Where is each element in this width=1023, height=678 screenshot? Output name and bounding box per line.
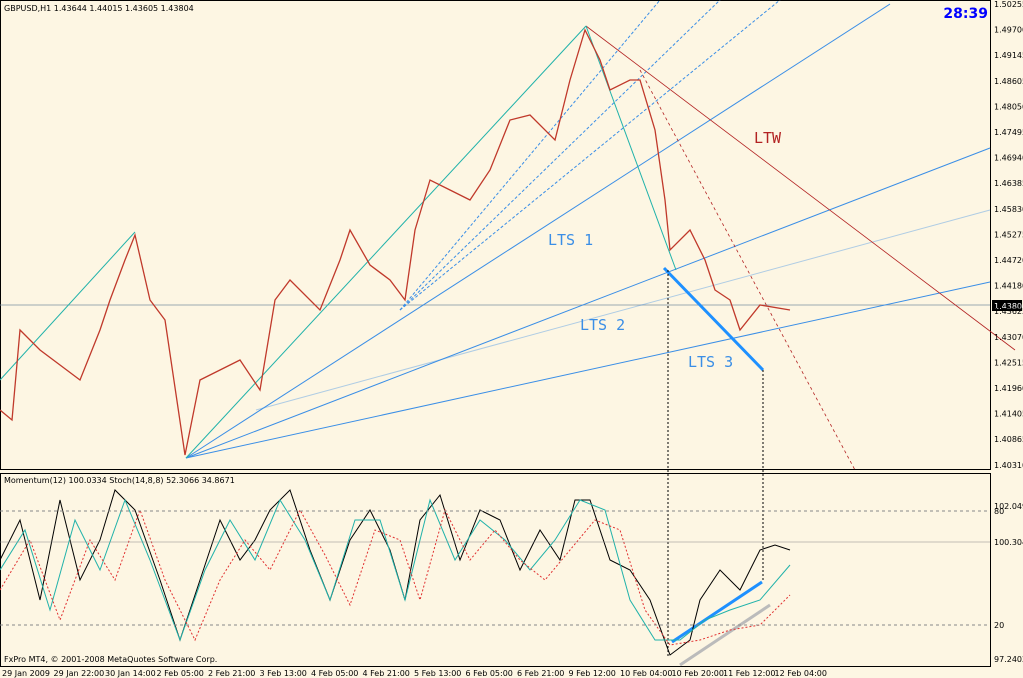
price-marker xyxy=(992,300,1022,311)
price-label: 1.46385 xyxy=(994,179,1023,188)
price-label: 1.42515 xyxy=(994,358,1023,367)
price-label: 1.46940 xyxy=(994,154,1023,163)
stoch-main xyxy=(0,498,791,642)
annotation: LTS 3 xyxy=(688,353,733,371)
time-label: 4 Feb 21:00 xyxy=(363,669,410,678)
price-label: 1.43625 xyxy=(994,307,1023,316)
annotation: LTW xyxy=(754,129,782,147)
time-label: 10 Feb 04:00 xyxy=(620,669,672,678)
price-label: 1.44720 xyxy=(994,256,1023,265)
time-label: 12 Feb 04:00 xyxy=(775,669,827,678)
price-label: 1.48050 xyxy=(994,102,1023,111)
price-line xyxy=(0,28,791,456)
time-label: 5 Feb 13:00 xyxy=(414,669,461,678)
annotation: LTS 1 xyxy=(548,231,593,249)
time-label: 2 Feb 21:00 xyxy=(208,669,255,678)
price-label: 1.40865 xyxy=(994,435,1023,444)
price-label: 1.48605 xyxy=(994,77,1023,86)
price-label: 1.40310 xyxy=(994,461,1023,470)
indicator-label: 80 xyxy=(994,507,1004,516)
time-label: 30 Jan 14:00 xyxy=(105,669,156,678)
price-label: 1.44180 xyxy=(994,282,1023,291)
indicator-pane xyxy=(0,473,991,667)
price-label: 1.41405 xyxy=(994,410,1023,419)
current-price: 1.43804 xyxy=(994,302,1023,311)
price-label: 1.47495 xyxy=(994,128,1023,137)
price-label: 1.49700 xyxy=(994,26,1023,35)
time-label: 11 Feb 12:00 xyxy=(723,669,775,678)
price-label: 1.41960 xyxy=(994,384,1023,393)
time-label: 10 Feb 20:00 xyxy=(672,669,724,678)
indicator-label: 102.0493 xyxy=(994,502,1023,511)
time-label: 2 Feb 05:00 xyxy=(157,669,204,678)
indicator-label: 100.3046 xyxy=(994,538,1023,547)
price-label: 1.43070 xyxy=(994,333,1023,342)
time-label: 6 Feb 21:00 xyxy=(517,669,564,678)
time-label: 4 Feb 05:00 xyxy=(311,669,358,678)
trendlines xyxy=(0,0,1016,667)
time-label: 6 Feb 05:00 xyxy=(466,669,513,678)
indicator-label: 20 xyxy=(994,621,1004,630)
time-label: 3 Feb 13:00 xyxy=(260,669,307,678)
price-label: 1.45830 xyxy=(994,205,1023,214)
time-label: 9 Feb 12:00 xyxy=(569,669,616,678)
annotation: LTS 2 xyxy=(580,316,625,334)
time-label: 29 Jan 22:00 xyxy=(54,669,105,678)
price-label: 1.45275 xyxy=(994,230,1023,239)
footer: FxPro MT4, © 2001-2008 MetaQuotes Softwa… xyxy=(4,655,217,664)
price-label: 1.50255 xyxy=(994,0,1023,9)
symbol-header: GBPUSD,H1 1.43644 1.44015 1.43605 1.4380… xyxy=(4,4,194,13)
price-pane xyxy=(0,0,991,470)
clock: 28:39 xyxy=(943,6,988,22)
indicator-header: Momentum(12) 100.0334 Stoch(14,8,8) 52.3… xyxy=(4,476,235,485)
time-label: 29 Jan 2009 xyxy=(2,669,50,678)
price-label: 1.49145 xyxy=(994,51,1023,60)
